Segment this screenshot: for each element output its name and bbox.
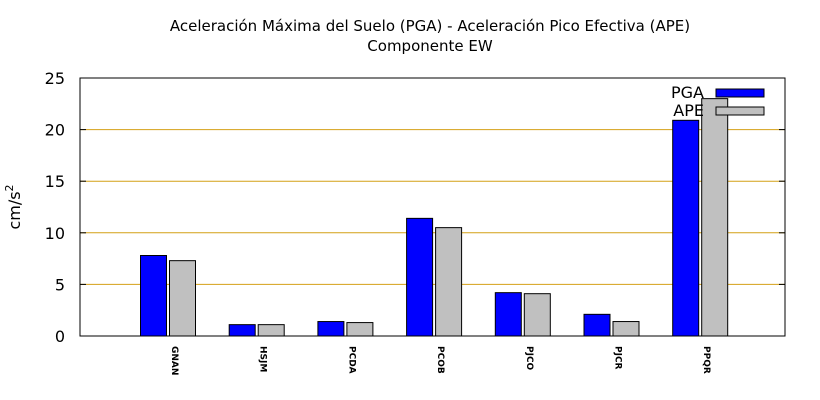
x-tick-label: PJCR	[613, 346, 623, 370]
y-tick-label: 15	[45, 172, 65, 191]
x-tick-label: PCDA	[346, 346, 356, 374]
bar-ape-pjco	[523, 293, 551, 337]
x-tick-label: HSJM	[258, 346, 268, 372]
x-tick-label: GNAN	[169, 346, 179, 375]
bar-pga-gnan	[140, 255, 167, 337]
chart-title-line1: Aceleración Máxima del Suelo (PGA) - Ace…	[170, 17, 690, 35]
bar-pga-pcda	[317, 321, 345, 337]
x-tick-label: PPQR	[701, 346, 711, 374]
legend-label-pga: PGA	[671, 83, 704, 102]
x-tick-label: PCOB	[435, 346, 445, 374]
bar-ape-hsjm	[257, 324, 285, 337]
bar-ape-gnan	[169, 260, 196, 337]
y-tick-label: 25	[45, 69, 65, 88]
chart-title-line2: Componente EW	[367, 37, 493, 55]
y-tick-label: 20	[45, 121, 65, 140]
y-tick-label: 0	[55, 327, 65, 346]
y-axis-label: cm/s2	[3, 184, 24, 229]
bars	[140, 98, 729, 337]
x-tick-labels: GNAN HSJM PCDA PCOB PJCO PJCR PPQR	[169, 346, 711, 375]
bar-pga-ppqr	[672, 119, 700, 337]
bar-pga-pjco	[494, 292, 522, 337]
bar-pga-hsjm	[228, 324, 256, 337]
bar-ape-pcob	[435, 227, 463, 337]
legend-swatch-pga	[715, 88, 765, 98]
y-tick-label: 10	[45, 224, 65, 243]
bar-ape-pjcr	[612, 321, 640, 337]
y-axis-label-unit: cm/s	[5, 191, 24, 229]
bar-pga-pcob	[406, 217, 434, 337]
y-tick-labels: 0 5 10 15 20 25	[45, 69, 65, 346]
bar-ape-ppqr	[701, 98, 729, 337]
bar-pga-pjcr	[583, 313, 611, 337]
legend-swatch-ape	[715, 106, 765, 116]
plot-frame	[79, 77, 786, 337]
y-axis-label-superscript: 2	[3, 184, 16, 191]
legend-label-ape: APE	[673, 101, 704, 120]
x-tick-label: PJCO	[524, 346, 534, 371]
y-tick-label: 5	[55, 275, 65, 294]
bar-ape-pcda	[346, 322, 374, 337]
